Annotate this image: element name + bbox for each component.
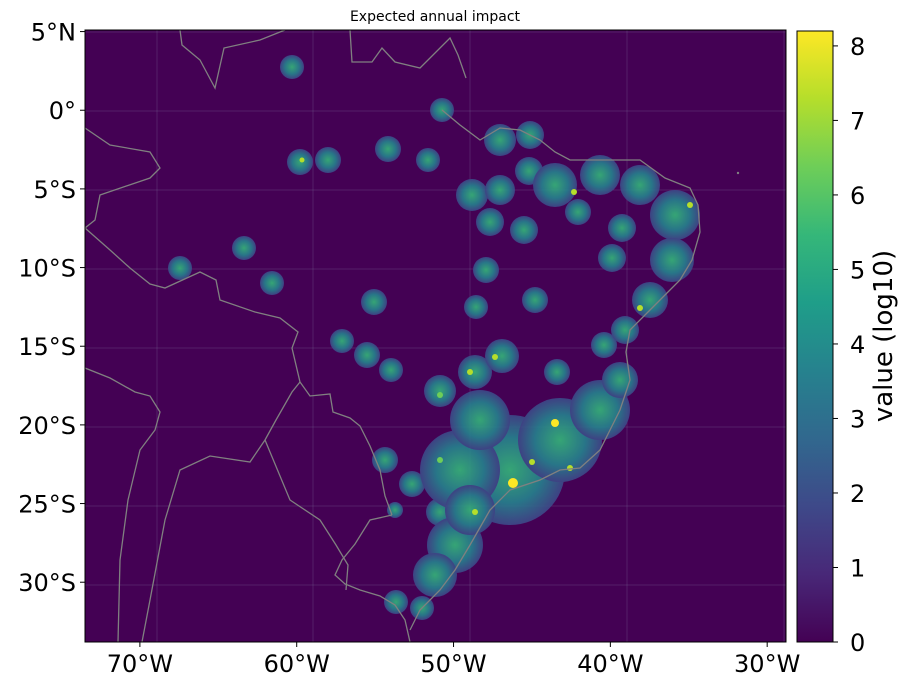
x-tick-label: 40°W xyxy=(577,650,643,678)
colorbar-tick-label: 2 xyxy=(850,480,865,508)
colorbar-tick-label: 4 xyxy=(850,331,865,359)
x-tick-label: 70°W xyxy=(107,650,173,678)
map-panel xyxy=(84,29,787,643)
colorbar-tick-label: 7 xyxy=(850,107,865,135)
colorbar-tick-label: 6 xyxy=(850,182,865,210)
y-tick-label: 20°S xyxy=(18,412,76,440)
impact-peaks xyxy=(299,157,693,515)
colorbar-tick-label: 1 xyxy=(850,554,865,582)
colorbar-tick-label: 8 xyxy=(850,33,865,61)
y-tick-label: 5°S xyxy=(33,176,76,204)
y-axis-ticks: 5°N 0° 5°S 10°S 15°S 20°S 25°S 30°S xyxy=(18,19,85,597)
colorbar-gradient xyxy=(796,30,834,643)
colorbar-tick-label: 0 xyxy=(850,629,865,657)
y-tick-label: 10°S xyxy=(18,255,76,283)
y-tick-label: 30°S xyxy=(18,569,76,597)
colorbar-label: value (log10) xyxy=(869,250,899,422)
map-title: Expected annual impact xyxy=(350,9,521,25)
x-tick-label: 30°W xyxy=(734,650,800,678)
x-tick-label: 50°W xyxy=(420,650,486,678)
colorbar-tick-label: 5 xyxy=(850,256,865,284)
colorbar: 0 1 2 3 4 5 6 7 8 value (log10) xyxy=(796,30,899,657)
country-borders xyxy=(85,30,701,642)
colorbar-tick-label: 3 xyxy=(850,405,865,433)
y-tick-label: 0° xyxy=(49,97,76,125)
y-tick-label: 25°S xyxy=(18,491,76,519)
y-tick-label: 5°N xyxy=(31,19,76,47)
y-tick-label: 15°S xyxy=(18,333,76,361)
colorbar-ticks: 0 1 2 3 4 5 6 7 8 xyxy=(833,33,865,657)
x-tick-label: 60°W xyxy=(264,650,330,678)
x-axis-ticks: 70°W 60°W 50°W 40°W 30°W xyxy=(107,642,800,678)
